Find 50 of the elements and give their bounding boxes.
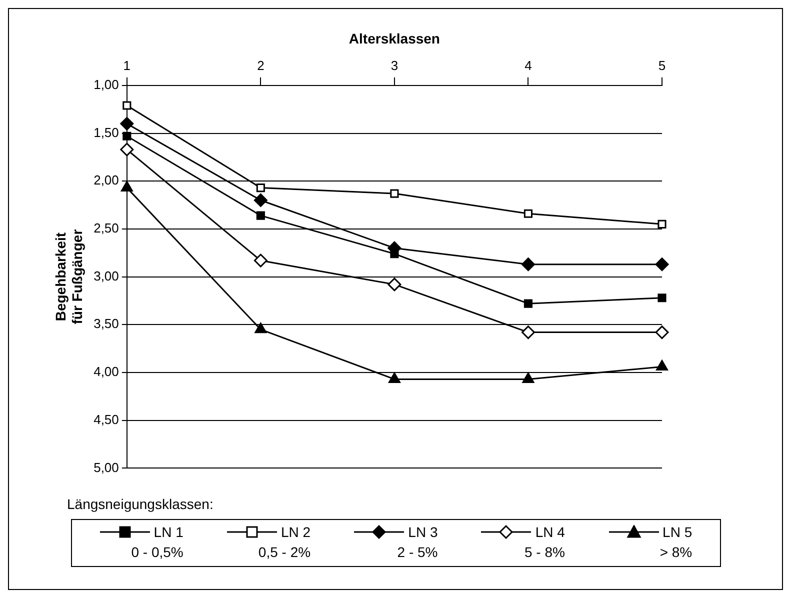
x-tick-label: 1 [123,58,131,74]
x-tick-label: 4 [524,58,532,74]
point [256,184,265,192]
y-tick-label: 3,50 [94,316,119,332]
point [658,294,666,302]
y-tick-label: 2,00 [94,172,119,188]
text: 2 - 5% [397,544,438,560]
point [254,254,268,268]
x-tick-label: 2 [257,58,264,74]
point [522,372,534,383]
point [254,322,267,334]
point [256,211,265,220]
legend-label: LN 2 [280,524,311,540]
point [655,258,669,272]
y-axis-title: Begehbarkeit für Fußgänger [52,228,86,324]
x-tick-label: 3 [390,58,398,74]
y-tick-label: 1,50 [94,124,119,140]
x-tick-label: 5 [658,58,666,74]
y-tick-label: 2,50 [94,220,119,236]
point [656,360,668,371]
point [388,372,400,383]
point [120,181,133,192]
text: 5 - 8% [524,544,565,560]
point [658,220,666,228]
point [521,326,535,340]
legend-title: Längsneigungsklassen: [67,496,214,512]
point [521,258,535,272]
y-tick-label: 1,00 [94,76,119,92]
legend-label: LN 4 [535,524,565,540]
y-tick-label: 4,50 [94,412,119,427]
text: 0,5 - 2% [258,544,311,560]
point [254,193,268,207]
legend-label: LN 5 [662,524,692,540]
point [655,326,669,340]
point [524,209,533,218]
point [390,250,399,258]
y-tick-label: 3,00 [94,268,119,284]
y-tick-label: 4,00 [94,364,119,380]
point [120,142,134,156]
y-tick-label: 5,00 [94,460,119,475]
point [390,189,399,198]
text: > 8% [660,544,692,560]
text: 0 - 0,5% [131,544,184,560]
point [120,116,134,130]
point [524,299,533,308]
point [122,101,132,110]
legend-label: LN 3 [408,524,438,540]
legend-label: LN 1 [154,524,184,540]
point [388,278,402,292]
x-axis-title: Altersklassen [348,30,440,46]
